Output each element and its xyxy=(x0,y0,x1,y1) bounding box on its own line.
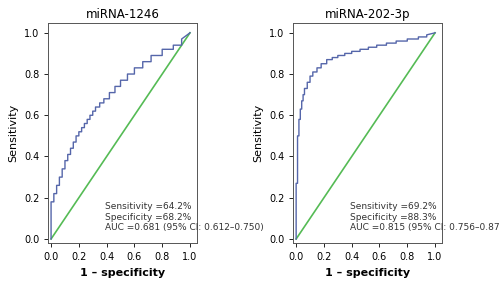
Title: miRNA-202-3p: miRNA-202-3p xyxy=(325,8,410,21)
Text: Sensitivity =64.2%
Specificity =68.2%
AUC =0.681 (95% CI: 0.612–0.750): Sensitivity =64.2% Specificity =68.2% AU… xyxy=(105,202,264,232)
Y-axis label: Sensitivity: Sensitivity xyxy=(8,104,18,162)
X-axis label: 1 – specificity: 1 – specificity xyxy=(325,268,410,278)
Y-axis label: Sensitivity: Sensitivity xyxy=(254,104,264,162)
Text: Sensitivity =69.2%
Specificity =88.3%
AUC =0.815 (95% CI: 0.756–0.873): Sensitivity =69.2% Specificity =88.3% AU… xyxy=(350,202,500,232)
Title: miRNA-1246: miRNA-1246 xyxy=(86,8,160,21)
X-axis label: 1 – specificity: 1 – specificity xyxy=(80,268,165,278)
